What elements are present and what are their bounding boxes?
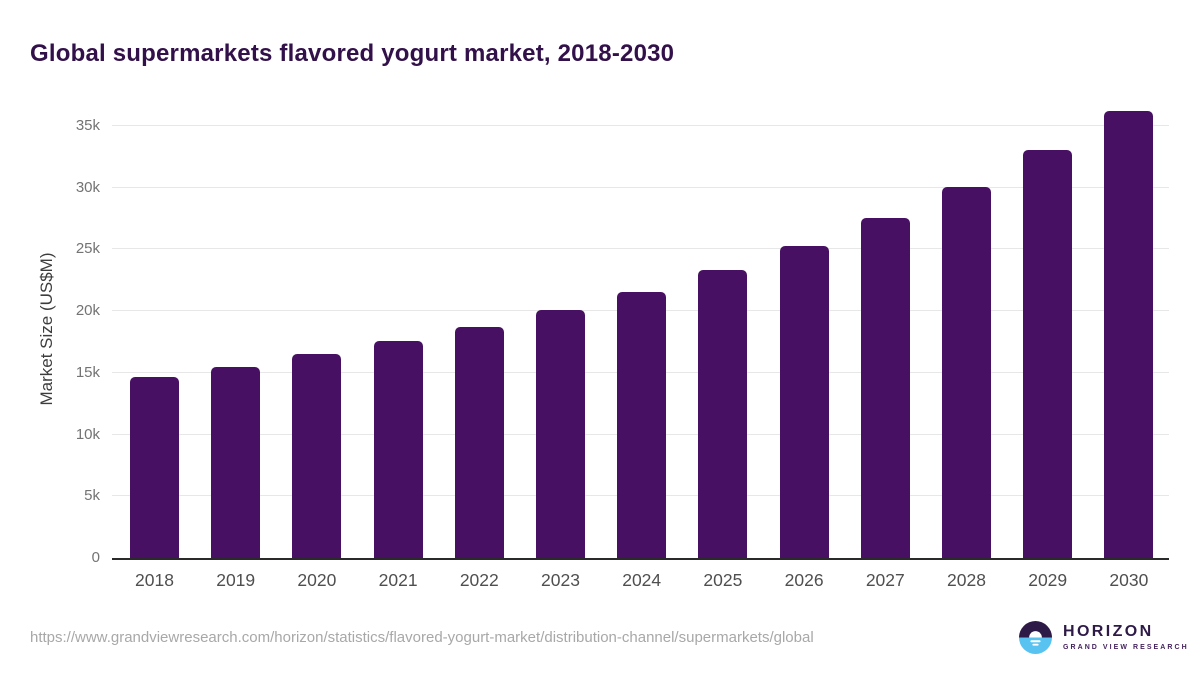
gridline-25k xyxy=(112,248,1169,250)
x-tick-label-2024: 2024 xyxy=(622,570,662,590)
bar-2026 xyxy=(779,245,829,558)
x-axis-ticks: 2018 2019 2020 2021 2022 2023 2024 2025 2026 2027… xyxy=(112,570,1169,594)
x-tick-label-2018: 2018 xyxy=(135,570,174,590)
y-tick-label-5k: 5k xyxy=(84,487,100,505)
x-tick-label-2023: 2023 xyxy=(541,570,580,590)
plot-area xyxy=(112,100,1169,560)
x-tick-label-2026: 2026 xyxy=(784,570,824,590)
bar-2029 xyxy=(1023,150,1073,558)
logo-subtitle: GRAND VIEW RESEARCH xyxy=(1063,644,1189,651)
bar-2020 xyxy=(292,354,342,558)
bar-2018 xyxy=(130,376,179,558)
gridline-30k xyxy=(112,186,1169,188)
x-tick-label-2027: 2027 xyxy=(865,570,905,590)
x-tick-label-2021: 2021 xyxy=(378,570,418,590)
y-tick-label-35k: 35k xyxy=(75,116,100,134)
horizon-logo: HORIZON GRAND VIEW RESEARCH xyxy=(1019,621,1189,654)
logo-name: HORIZON xyxy=(1063,623,1154,640)
bar-2024 xyxy=(617,291,667,558)
y-tick-label-10k: 10k xyxy=(75,425,100,443)
y-tick-label-30k: 30k xyxy=(75,178,100,196)
horizon-logo-icon xyxy=(1019,621,1052,654)
x-tick-label-2019: 2019 xyxy=(216,570,256,590)
logo-text-block: HORIZON GRAND VIEW RESEARCH xyxy=(1063,623,1189,652)
bar-2023 xyxy=(536,309,585,558)
bar-2027 xyxy=(860,217,910,558)
bar-2022 xyxy=(454,327,504,558)
chart-title: Global supermarkets flavored yogurt mark… xyxy=(30,40,675,68)
x-tick-label-2028: 2028 xyxy=(947,570,986,590)
source-url: https://www.grandviewresearch.com/horizo… xyxy=(30,629,814,646)
bar-2021 xyxy=(373,341,423,558)
x-tick-label-2025: 2025 xyxy=(703,570,743,590)
bar-2019 xyxy=(211,366,261,558)
y-tick-label-20k: 20k xyxy=(75,302,100,320)
x-tick-label-2020: 2020 xyxy=(297,570,337,590)
y-tick-label-15k: 15k xyxy=(75,363,100,381)
bar-2030 xyxy=(1104,111,1154,558)
x-tick-label-2030: 2030 xyxy=(1109,570,1149,590)
gridline-35k xyxy=(112,124,1169,126)
y-tick-label-25k: 25k xyxy=(75,240,100,258)
y-tick-label-0: 0 xyxy=(91,549,100,566)
x-tick-label-2022: 2022 xyxy=(459,570,499,590)
bar-2028 xyxy=(942,187,991,558)
y-axis-ticks: 0 5k 10k 15k 20k 25k 30k 35k xyxy=(0,100,100,566)
bar-2025 xyxy=(698,269,748,558)
x-tick-label-2029: 2029 xyxy=(1028,570,1068,590)
